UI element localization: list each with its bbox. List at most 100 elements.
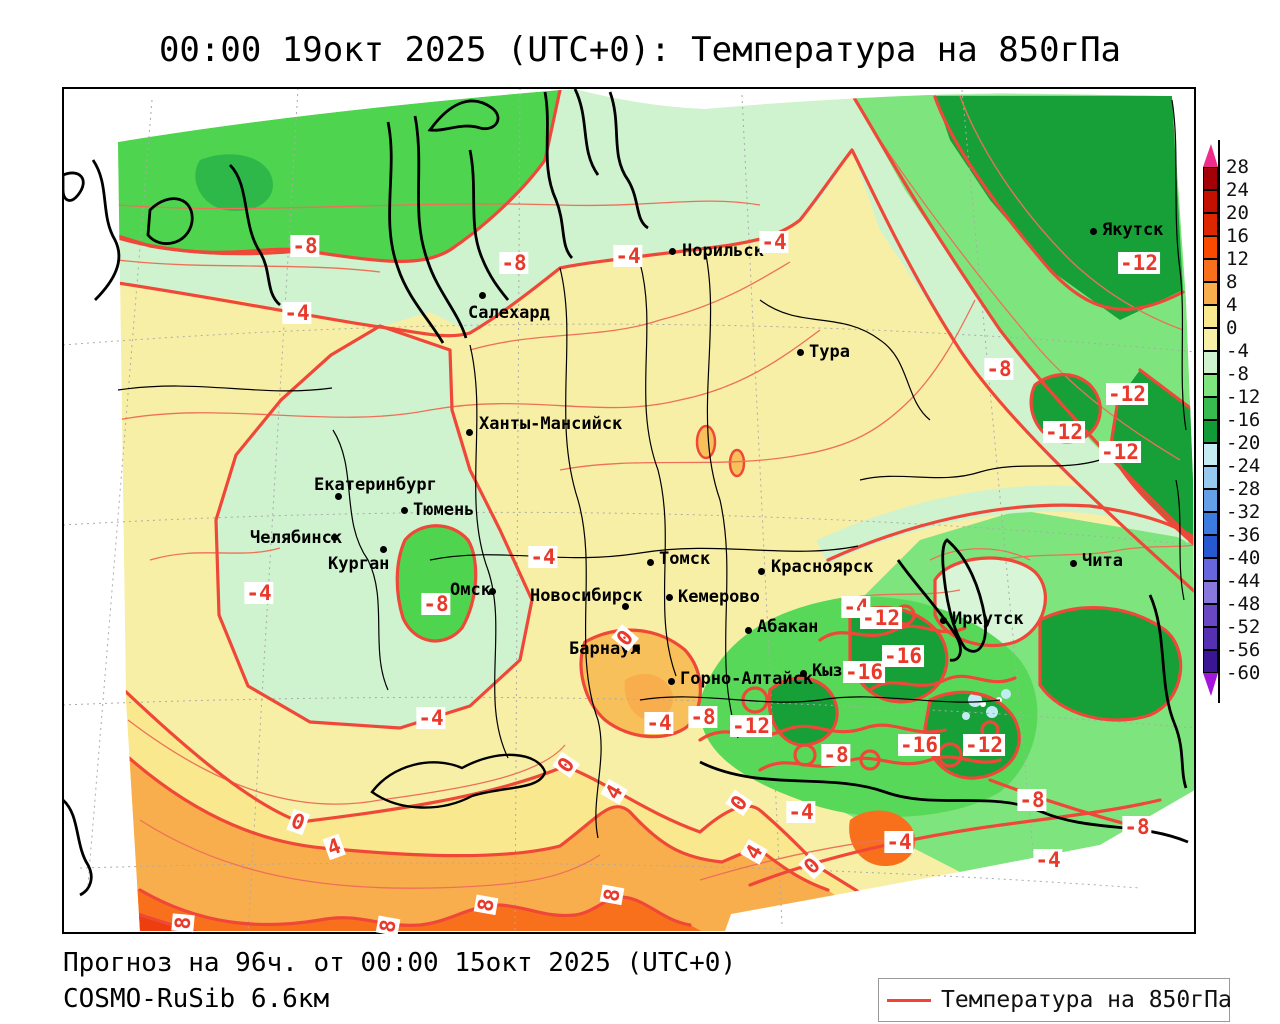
city-dot bbox=[665, 593, 673, 601]
colorbar-tick-label: 20 bbox=[1226, 202, 1249, 224]
colorbar-tick-label: -48 bbox=[1226, 593, 1261, 615]
isotherm-value-label: -4 bbox=[644, 711, 674, 735]
colorbar-band bbox=[1203, 259, 1218, 282]
colorbar-tick-label: 8 bbox=[1226, 271, 1238, 293]
city-label: Кемерово bbox=[678, 587, 760, 607]
colorbar-band bbox=[1203, 420, 1218, 443]
city-label: Чита bbox=[1082, 551, 1123, 571]
colorbar-band bbox=[1203, 535, 1218, 558]
isotherm-value-label: 8 bbox=[375, 915, 401, 937]
colorbar-band bbox=[1203, 213, 1218, 236]
city-dot bbox=[744, 626, 752, 634]
city-label: Екатеринбург bbox=[314, 475, 437, 495]
isotherm-value-label: -8 bbox=[1122, 815, 1152, 839]
colorbar-tick-label: -60 bbox=[1226, 662, 1261, 684]
colorbar-band bbox=[1203, 397, 1218, 420]
legend-line-swatch bbox=[887, 998, 931, 1002]
graticule bbox=[63, 88, 1195, 933]
colorbar-band bbox=[1203, 374, 1218, 397]
colorbar-tick-label: 4 bbox=[1226, 294, 1238, 316]
colorbar-tick-label: -56 bbox=[1226, 639, 1261, 661]
city-dot bbox=[1089, 227, 1097, 235]
legend: Температура на 850гПа bbox=[878, 978, 1232, 1022]
colorbar-band bbox=[1203, 190, 1218, 213]
colorbar-tick-label: -4 bbox=[1226, 340, 1249, 362]
city-dot bbox=[621, 602, 629, 610]
isotherm-value-label: -8 bbox=[688, 705, 718, 729]
colorbar-band bbox=[1203, 604, 1218, 627]
isotherm-value-label: -4 bbox=[528, 545, 558, 569]
colorbar-tick-label: 12 bbox=[1226, 248, 1249, 270]
isotherm-value-label: 8 bbox=[170, 913, 196, 933]
colorbar-tick-label: -8 bbox=[1226, 363, 1249, 385]
city-dot bbox=[379, 545, 387, 553]
city-label: Томск bbox=[659, 549, 711, 569]
colorbar-top-arrow bbox=[1203, 144, 1218, 167]
colorbar-tick-label: -52 bbox=[1226, 616, 1261, 638]
isotherm-value-label: -4 bbox=[1033, 848, 1063, 872]
colorbar-tick-label: -16 bbox=[1226, 409, 1261, 431]
colorbar-band bbox=[1203, 558, 1218, 581]
city-dot bbox=[668, 247, 676, 255]
colorbar-tick-label: -40 bbox=[1226, 547, 1261, 569]
colorbar-band bbox=[1203, 443, 1218, 466]
city-dot bbox=[646, 558, 654, 566]
isotherm-value-label: 8 bbox=[473, 894, 499, 916]
city-label: Омск bbox=[450, 580, 491, 600]
city-label: Якутск bbox=[1102, 220, 1164, 240]
colorbar-band bbox=[1203, 466, 1218, 489]
colorbar-tick-label: 28 bbox=[1226, 156, 1249, 178]
colorbar-bottom-arrow bbox=[1203, 673, 1218, 696]
city-dot bbox=[478, 291, 486, 299]
colorbar-tick-label: -24 bbox=[1226, 455, 1261, 477]
isotherm-value-label: -4 bbox=[416, 706, 446, 730]
colorbar-band bbox=[1203, 305, 1218, 328]
isotherm-value-label: -4 bbox=[282, 301, 312, 325]
isotherm-value-label: -8 bbox=[290, 234, 320, 258]
colorbar-band bbox=[1203, 282, 1218, 305]
geography-layer bbox=[63, 88, 1189, 897]
isotherm-value-label: -16 bbox=[882, 644, 924, 668]
city-label: Норильск bbox=[682, 241, 764, 261]
colorbar-tick-label: -32 bbox=[1226, 501, 1261, 523]
colorbar-band bbox=[1203, 489, 1218, 512]
isotherm-value-label: -8 bbox=[821, 743, 851, 767]
city-dot bbox=[488, 587, 496, 595]
city-dot bbox=[667, 677, 675, 685]
city-dot bbox=[796, 348, 804, 356]
isotherm-value-label: -12 bbox=[860, 606, 902, 630]
city-label: Новосибирск bbox=[530, 586, 643, 606]
colorbar-band bbox=[1203, 328, 1218, 351]
colorbar-tick-label: 16 bbox=[1226, 225, 1249, 247]
colorbar-tick-label: -44 bbox=[1226, 570, 1261, 592]
page-title: 00:00 19окт 2025 (UTC+0): Температура на… bbox=[158, 30, 1122, 70]
colorbar-band bbox=[1203, 650, 1218, 673]
city-dot bbox=[799, 669, 807, 677]
colorbar-band bbox=[1203, 167, 1218, 190]
colorbar-tick-label: 0 bbox=[1226, 317, 1238, 339]
forecast-info: Прогноз на 96ч. от 00:00 15окт 2025 (UTC… bbox=[63, 948, 737, 978]
colorbar-axis-line bbox=[1218, 140, 1220, 703]
colorbar-band bbox=[1203, 581, 1218, 604]
city-label: Горно-Алтайск bbox=[680, 669, 814, 689]
isotherm-value-label: -8 bbox=[421, 592, 451, 616]
city-label: Красноярск bbox=[771, 557, 874, 577]
legend-label: Температура на 850гПа bbox=[941, 987, 1232, 1013]
city-label: Курган bbox=[328, 554, 390, 574]
model-info: COSMO-RuSib 6.6км bbox=[63, 984, 330, 1014]
city-label: Абакан bbox=[757, 617, 819, 637]
colorbar-tick-label: -20 bbox=[1226, 432, 1261, 454]
isotherm-value-label: -12 bbox=[1099, 440, 1141, 464]
isotherm-value-label: -12 bbox=[963, 733, 1005, 757]
isotherm-value-label: -12 bbox=[1118, 251, 1160, 275]
isotherm-value-label: 8 bbox=[599, 884, 625, 906]
city-dot bbox=[465, 428, 473, 436]
city-label: Тюмень bbox=[413, 500, 475, 520]
thin-isotherms bbox=[118, 95, 1195, 889]
colorbar-tick-label: -28 bbox=[1226, 478, 1261, 500]
colorbar-tick-label: -12 bbox=[1226, 386, 1261, 408]
colorbar-tick-label: 24 bbox=[1226, 179, 1249, 201]
colorbar-tick-label: -36 bbox=[1226, 524, 1261, 546]
city-dot bbox=[632, 644, 640, 652]
